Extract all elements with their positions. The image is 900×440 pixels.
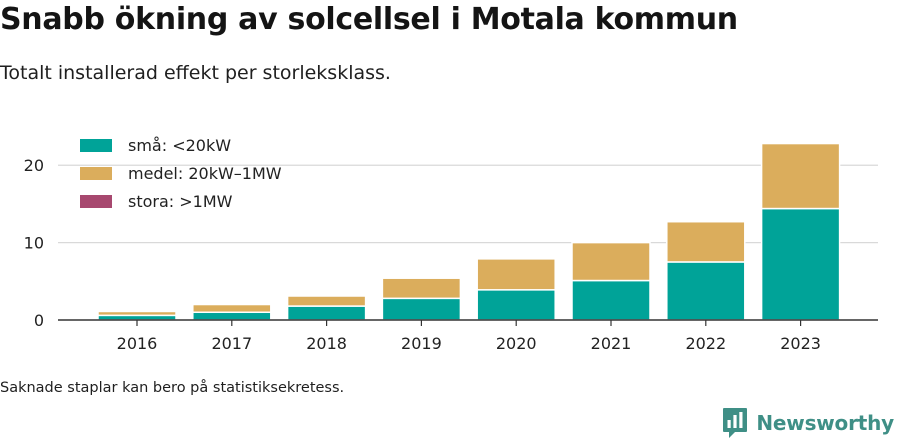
bar-2019-series-1 xyxy=(381,277,462,300)
bar-2021-series-1 xyxy=(571,241,651,282)
bar-2017-series-1 xyxy=(192,303,272,314)
x-tick-label: 2019 xyxy=(401,334,442,353)
legend-swatch xyxy=(80,195,112,208)
bar-2018-series-1 xyxy=(286,295,367,307)
chart-subtitle: Totalt installerad effekt per storlekskl… xyxy=(0,62,391,84)
x-tick-label: 2020 xyxy=(496,334,537,353)
x-tick-label: 2023 xyxy=(780,334,821,353)
legend-swatch xyxy=(80,167,112,180)
legend-label: medel: 20kW–1MW xyxy=(128,164,282,183)
bar-2023-series-1 xyxy=(760,142,841,210)
bars xyxy=(97,142,841,321)
x-tick-label: 2016 xyxy=(117,334,158,353)
footnote: Saknade staplar kan bero på statistiksek… xyxy=(0,380,345,396)
x-tick-label: 2021 xyxy=(591,334,632,353)
x-tick-label: 2017 xyxy=(211,334,252,353)
bar-2018-series-0 xyxy=(286,305,367,321)
bar-2022-series-0 xyxy=(666,261,746,321)
y-tick-label: 0 xyxy=(34,311,44,330)
bar-2019-series-0 xyxy=(381,297,462,321)
bar-2023-series-0 xyxy=(760,207,841,321)
y-tick-label: 20 xyxy=(24,156,44,175)
legend: små: <20kW medel: 20kW–1MW stora: >1MW xyxy=(80,136,282,211)
brand: Newsworthy xyxy=(722,406,894,440)
newsworthy-logo-icon xyxy=(723,408,748,438)
bar-2022-series-1 xyxy=(666,220,746,263)
bar-2021-series-0 xyxy=(571,279,651,321)
bar-2017-series-0 xyxy=(192,311,272,321)
axes: 0 10 20 2016 2017 2018 2019 2020 2021 2022 2023 xyxy=(24,156,878,353)
y-tick-label: 10 xyxy=(24,234,44,253)
chart-title: Snabb ökning av solcellsel i Motala komm… xyxy=(0,2,738,37)
bar-2020-series-1 xyxy=(476,258,556,291)
brand-name: Newsworthy xyxy=(756,411,894,435)
legend-swatch xyxy=(80,139,112,152)
x-tick-label: 2022 xyxy=(685,334,726,353)
legend-label: små: <20kW xyxy=(128,136,231,155)
bar-2020-series-0 xyxy=(476,289,556,321)
bar-2016-series-1 xyxy=(97,310,177,317)
x-tick-label: 2018 xyxy=(306,334,347,353)
legend-label: stora: >1MW xyxy=(128,192,233,211)
chart: 0 10 20 2016 2017 2018 2019 2020 2021 2022 2023 sm… xyxy=(24,136,878,353)
